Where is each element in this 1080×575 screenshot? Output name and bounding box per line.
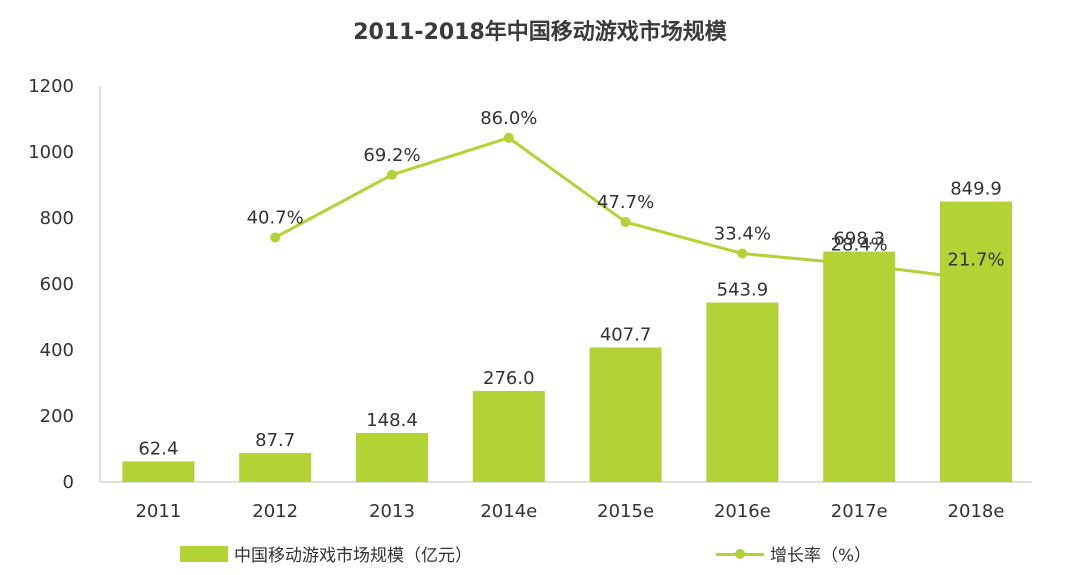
x-tick-label: 2018e	[948, 501, 1005, 522]
growth-rate-label: 33.4%	[714, 224, 771, 245]
chart-title: 2011-2018年中国移动游戏市场规模	[353, 20, 727, 45]
legend-item-market-size: 中国移动游戏市场规模（亿元）	[180, 541, 472, 566]
bar-value-label: 407.7	[600, 324, 652, 345]
bar	[472, 390, 545, 482]
bar	[940, 201, 1012, 482]
y-tick-label: 600	[40, 274, 74, 295]
growth-rate-label: 21.7%	[947, 249, 1004, 270]
bar-value-label: 87.7	[255, 430, 295, 451]
growth-rate-point	[854, 259, 865, 270]
x-tick-label: 2015e	[597, 501, 654, 522]
growth-rate-point	[387, 169, 397, 180]
legend-label-growth-rate: 增长率（%）	[770, 546, 872, 566]
growth-rate-label: 40.7%	[247, 207, 304, 228]
x-tick-label: 2012	[252, 501, 298, 522]
y-tick-label: 0	[63, 472, 74, 493]
x-tick-label: 2013	[369, 501, 415, 522]
bar-value-label: 849.9	[950, 179, 1002, 200]
y-tick-label: 400	[40, 340, 74, 361]
bar	[589, 347, 662, 482]
growth-rate-point	[503, 132, 514, 143]
x-tick-label: 2011	[135, 501, 181, 522]
growth-rate-label: 47.7%	[597, 192, 654, 213]
bar-value-label: 698.3	[833, 229, 885, 250]
y-tick-label: 1200	[28, 76, 74, 97]
bar	[706, 302, 779, 482]
legend-label-market-size: 中国移动游戏市场规模（亿元）	[234, 546, 472, 566]
bar	[122, 461, 195, 482]
x-tick-label: 2016e	[714, 501, 771, 522]
growth-rate-label: 69.2%	[363, 145, 420, 166]
bar-value-label: 148.4	[366, 410, 418, 431]
bar-value-label: 543.9	[717, 280, 769, 301]
bar	[356, 433, 428, 482]
growth-rate-point	[270, 232, 281, 243]
legend-bar-swatch	[180, 545, 228, 562]
x-tick-label: 2014e	[480, 501, 537, 522]
growth-rate-point	[971, 274, 981, 285]
bar	[823, 251, 896, 482]
bar	[239, 453, 312, 482]
y-tick-label: 1000	[28, 142, 74, 163]
y-tick-label: 200	[40, 406, 74, 427]
bar-value-label: 276.0	[483, 368, 535, 389]
y-tick-label: 800	[40, 208, 74, 229]
growth-rate-label: 86.0%	[480, 108, 537, 129]
growth-rate-label: 28.4%	[831, 235, 888, 256]
growth-rate-point	[620, 217, 631, 228]
legend-line-swatch	[716, 546, 764, 562]
bar-value-label: 62.4	[138, 438, 178, 459]
growth-rate-point	[737, 248, 748, 259]
legend-item-growth-rate: 增长率（%）	[716, 541, 871, 566]
x-tick-label: 2017e	[831, 501, 888, 522]
